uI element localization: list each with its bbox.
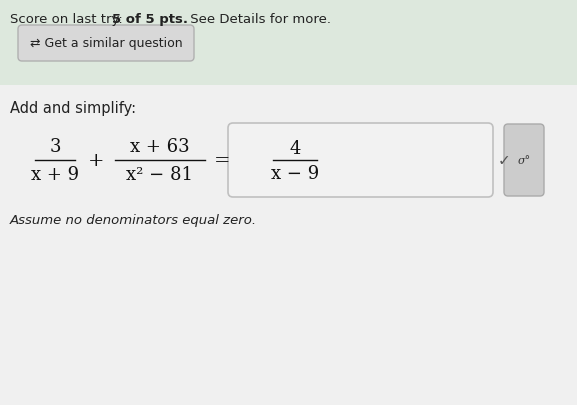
Text: 4: 4 [289,140,301,158]
Text: x + 9: x + 9 [31,166,79,183]
Text: 3: 3 [49,138,61,156]
Text: See Details for more.: See Details for more. [186,13,331,26]
FancyBboxPatch shape [18,26,194,62]
Text: x² − 81: x² − 81 [126,166,193,183]
FancyBboxPatch shape [0,0,577,86]
Text: Score on last try:: Score on last try: [10,13,127,26]
Text: ✓: ✓ [498,153,511,168]
Text: x − 9: x − 9 [271,164,319,183]
Text: 5 of 5 pts.: 5 of 5 pts. [112,13,188,26]
Text: =: = [213,151,230,170]
Text: Assume no denominators equal zero.: Assume no denominators equal zero. [10,213,257,226]
Text: x + 63: x + 63 [130,138,190,156]
Text: +: + [88,151,104,170]
Text: ⇄ Get a similar question: ⇄ Get a similar question [29,37,182,50]
FancyBboxPatch shape [504,125,544,196]
Text: Add and simplify:: Add and simplify: [10,101,136,116]
Text: σ°: σ° [518,156,531,166]
FancyBboxPatch shape [228,124,493,198]
